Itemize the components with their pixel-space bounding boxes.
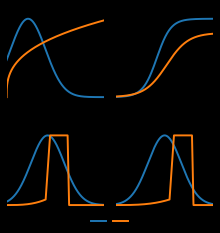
Legend: , : , xyxy=(88,213,132,229)
